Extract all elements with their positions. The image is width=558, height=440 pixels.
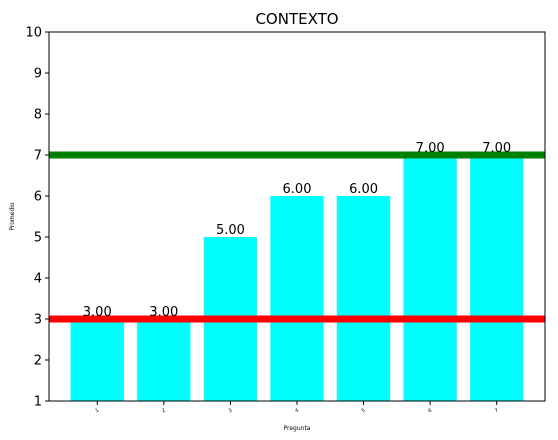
x-tick-label-5: 5	[361, 408, 367, 415]
plot-frame	[48, 31, 546, 402]
y-axis: 1 2 3 4 5 6 7 8 9 10	[25, 26, 49, 410]
data-label-5: 6.00	[349, 182, 378, 197]
data-label-7: 7.00	[482, 141, 511, 156]
y-tick-label-7: 7	[34, 149, 42, 164]
y-tick-label-4: 4	[34, 272, 42, 287]
x-axis-label: Pregunta	[284, 425, 311, 432]
y-tick-label-6: 6	[34, 190, 42, 205]
data-label-3: 5.00	[216, 223, 245, 238]
y-tick-label-2: 2	[34, 354, 42, 369]
y-axis-label: Promedio	[9, 202, 16, 231]
bar-6	[403, 155, 457, 401]
data-labels-group: 3.00 3.00 5.00 6.00 6.00 7.00 7.00	[83, 141, 511, 320]
bar-5	[336, 196, 391, 401]
bar-2	[137, 319, 191, 401]
x-tick-label-2: 2	[161, 408, 167, 415]
reference-lines-group	[49, 151, 545, 323]
data-label-4: 6.00	[283, 182, 312, 197]
y-tick-label-9: 9	[34, 67, 42, 82]
x-tick-label-1: 1	[94, 408, 100, 415]
x-axis: 1 2 3 4 5 6 7	[94, 401, 500, 415]
y-tick-label-10: 10	[25, 26, 42, 41]
bar-7	[470, 155, 524, 401]
data-label-2: 3.00	[149, 305, 178, 320]
bars-group	[70, 155, 524, 401]
x-tick-label-3: 3	[228, 408, 234, 415]
x-tick-label-4: 4	[294, 408, 300, 415]
data-label-6: 7.00	[416, 141, 445, 156]
y-tick-label-5: 5	[34, 231, 42, 246]
x-tick-label-6: 6	[427, 408, 433, 415]
x-tick-label-7: 7	[494, 408, 500, 415]
y-tick-label-1: 1	[34, 395, 42, 410]
bar-4	[270, 196, 324, 401]
chart-title: CONTEXTO	[255, 10, 338, 28]
y-tick-label-8: 8	[34, 108, 42, 123]
y-tick-label-3: 3	[34, 313, 42, 328]
bar-1	[70, 319, 124, 401]
data-label-1: 3.00	[83, 305, 112, 320]
